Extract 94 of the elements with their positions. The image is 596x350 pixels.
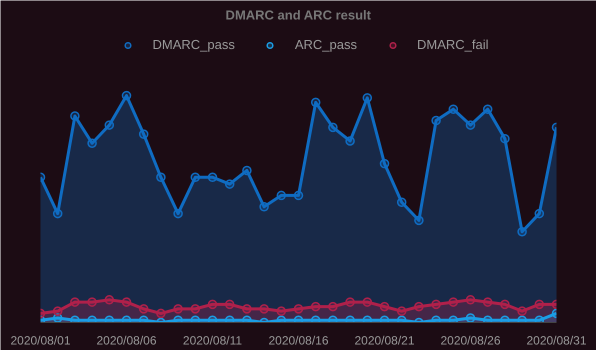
point [500,300,510,310]
point [517,306,527,316]
x-tick-label: 2020/08/01 [10,334,71,348]
point [52,208,62,218]
point [122,315,132,322]
point [173,315,183,322]
point [70,297,80,307]
x-tick-label: 2020/08/31 [526,334,587,348]
point [310,98,320,108]
point [380,315,390,322]
point [517,315,527,322]
point [414,302,424,312]
x-tick-label: 2020/08/21 [354,334,415,348]
point [294,304,304,314]
point [104,315,114,322]
point [224,315,234,322]
point [310,302,320,312]
point [242,304,252,314]
point [294,315,304,322]
point [122,90,132,100]
point [345,297,355,307]
point [87,297,97,307]
point [534,315,544,322]
point [328,302,338,312]
point [104,120,114,130]
point [259,304,269,314]
point [328,122,338,132]
point [224,179,234,189]
point [294,190,304,200]
point [208,300,218,310]
point [396,197,406,207]
point [345,315,355,322]
point [396,306,406,316]
point [276,306,286,316]
point [276,190,286,200]
point [482,297,492,307]
x-tick-label: 2020/08/26 [440,334,501,348]
point [138,129,148,139]
point [190,172,200,182]
point [138,315,148,322]
legend-label: DMARC_pass [152,37,235,52]
point [345,136,355,146]
point [431,116,441,126]
x-tick-label: 2020/08/11 [182,334,242,348]
point [534,208,544,218]
point [87,138,97,148]
point [70,315,80,322]
point [466,295,476,305]
point [224,300,234,310]
point [380,302,390,312]
point [466,313,476,322]
x-tick-label: 2020/08/16 [268,334,329,348]
chart-title: DMARC and ARC result [226,8,372,22]
legend-label: DMARC_fail [416,37,489,52]
legend-label: ARC_pass [294,37,357,52]
point [208,172,218,182]
x-tick-label: 2020/08/06 [96,334,157,348]
point [52,306,62,316]
point [396,315,406,322]
point [87,315,97,322]
point [362,93,372,103]
point [156,172,166,182]
point [466,120,476,130]
point [482,104,492,114]
point [500,315,510,322]
point [448,315,458,322]
point [104,295,114,305]
point [259,202,269,212]
point [362,315,372,322]
point [173,208,183,218]
point [242,166,252,176]
point [500,134,510,144]
point [70,111,80,121]
point [208,315,218,322]
point [328,315,338,322]
point [517,226,527,236]
point [414,216,424,226]
point [482,315,492,322]
point [448,297,458,307]
point [362,297,372,307]
point [190,304,200,314]
point [534,300,544,310]
point [448,104,458,114]
point [242,315,252,322]
point [173,304,183,314]
point [310,315,320,322]
point [380,158,390,168]
point [190,315,200,322]
point [431,315,441,322]
point [431,300,441,310]
point [138,304,148,314]
point [156,308,166,318]
point [276,315,286,322]
point [122,297,132,307]
